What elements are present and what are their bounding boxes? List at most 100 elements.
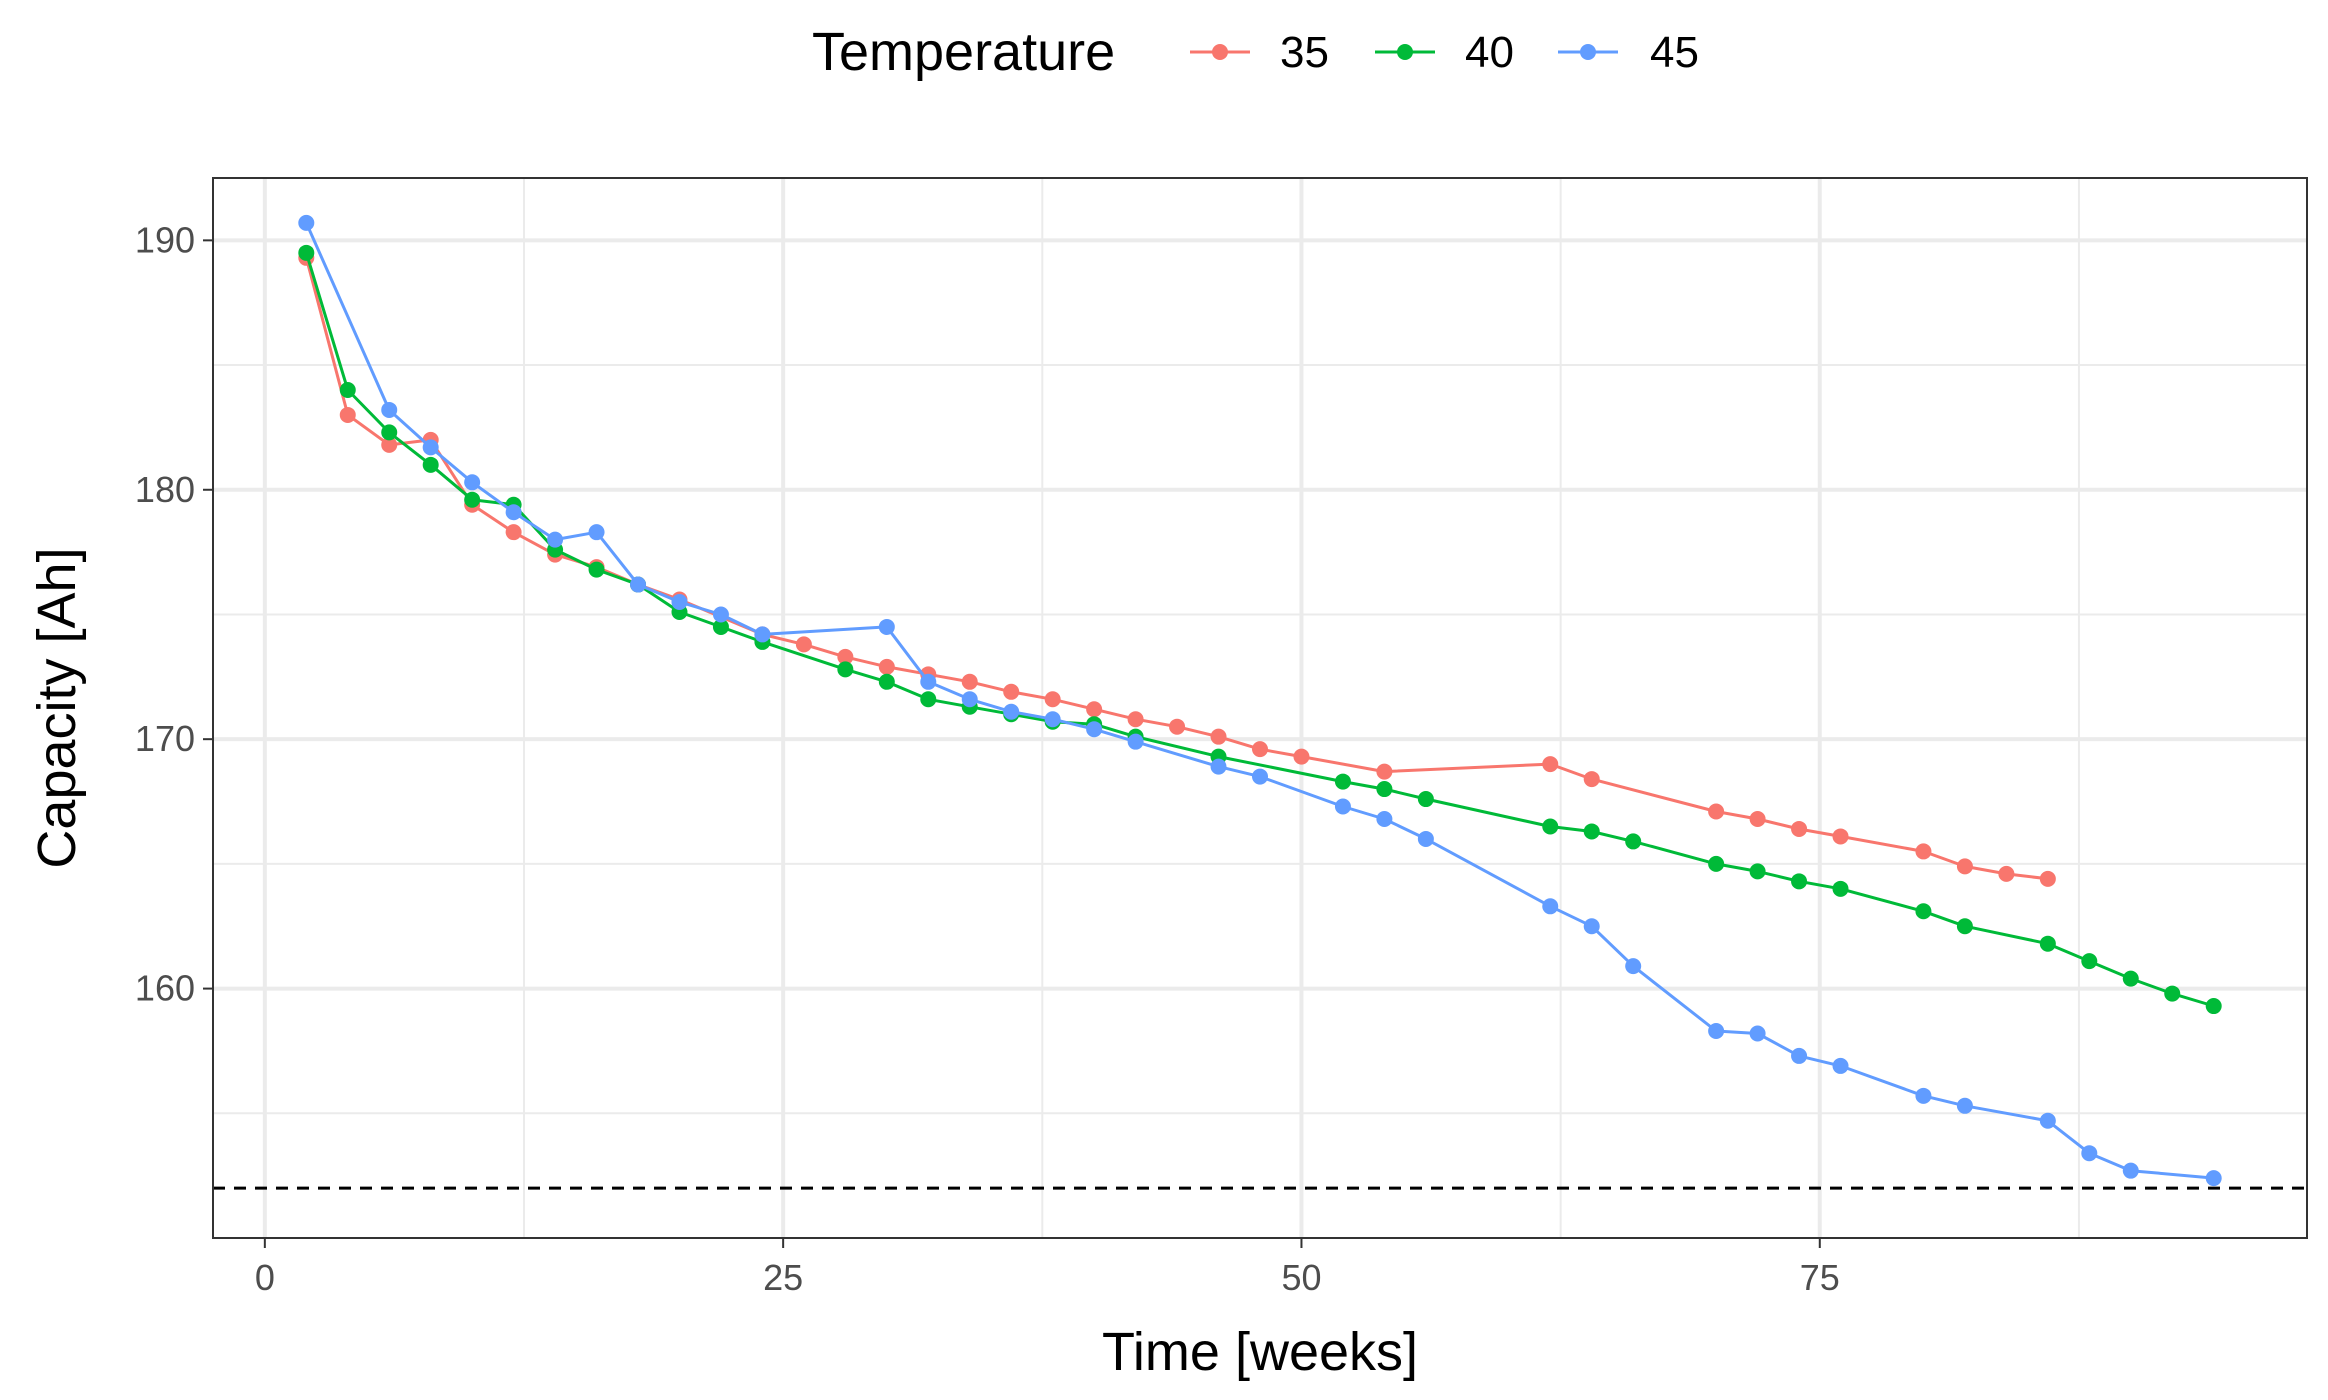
data-point-40	[2081, 953, 2098, 970]
data-point-45	[1583, 918, 1600, 935]
data-point-40	[2205, 998, 2222, 1015]
data-point-35	[961, 673, 978, 690]
data-point-35	[1252, 741, 1268, 758]
data-point-35	[381, 436, 398, 453]
data-point-40	[1583, 823, 1600, 840]
data-point-40	[339, 382, 356, 398]
data-point-35	[1169, 718, 1186, 735]
data-point-35	[1998, 865, 2015, 882]
legend-key-point-35	[1212, 44, 1228, 60]
y-tick-label: 180	[135, 469, 195, 510]
data-point-35	[1044, 691, 1061, 708]
data-point-35	[1708, 803, 1725, 820]
data-point-45	[1210, 758, 1227, 775]
data-point-40	[1625, 833, 1642, 850]
data-point-40	[464, 491, 481, 508]
legend-key-point-45	[1580, 44, 1596, 60]
data-point-45	[2081, 1145, 2098, 1162]
x-axis-title: Time [weeks]	[1102, 1322, 1418, 1382]
y-tick-label: 190	[135, 219, 195, 260]
data-point-35	[505, 524, 522, 541]
legend-key-point-40	[1397, 44, 1413, 60]
data-point-35	[1086, 701, 1103, 718]
series-layer	[298, 214, 2222, 1187]
data-point-45	[1542, 898, 1559, 915]
data-point-40	[422, 456, 439, 473]
legend-item-40: 40	[1375, 28, 1514, 77]
data-point-45	[588, 524, 605, 541]
data-point-35	[1583, 771, 1600, 788]
data-point-35	[339, 406, 356, 423]
data-point-45	[464, 474, 481, 491]
data-point-40	[1708, 855, 1725, 872]
plot-panel-border	[212, 177, 2308, 1239]
data-point-45	[1625, 958, 1642, 975]
x-tick-label: 0	[255, 1257, 275, 1298]
data-point-45	[671, 594, 688, 610]
series-40	[298, 244, 2222, 1015]
data-point-35	[795, 636, 812, 653]
data-point-40	[1956, 918, 1973, 935]
data-point-40	[588, 561, 605, 578]
y-axis-title: Capacity [Ah]	[27, 547, 87, 868]
data-point-45	[1417, 830, 1434, 847]
data-point-45	[1915, 1087, 1932, 1104]
data-point-45	[547, 531, 564, 548]
x-tick-label: 50	[1281, 1257, 1321, 1298]
data-point-45	[2039, 1112, 2056, 1129]
data-point-45	[630, 576, 647, 593]
data-point-35	[1293, 748, 1310, 765]
data-point-35	[1003, 683, 1020, 700]
data-point-40	[1915, 903, 1932, 920]
data-point-45	[1127, 733, 1144, 750]
data-point-45	[505, 504, 522, 521]
y-tick-label: 170	[135, 718, 195, 759]
legend: Temperature 35 40 45	[812, 22, 1699, 82]
x-tick-label: 75	[1800, 1257, 1840, 1298]
data-point-40	[2164, 985, 2181, 1002]
data-point-45	[422, 439, 439, 456]
data-point-45	[1376, 810, 1393, 827]
data-point-35	[2039, 870, 2056, 887]
data-point-35	[1791, 820, 1808, 837]
data-point-45	[1956, 1097, 1973, 1114]
data-point-40	[878, 673, 895, 690]
legend-label-35: 35	[1280, 28, 1329, 77]
data-point-45	[1708, 1022, 1725, 1039]
data-point-40	[1791, 873, 1808, 890]
data-point-45	[1832, 1057, 1849, 1074]
data-point-45	[1086, 721, 1103, 738]
data-point-45	[712, 606, 729, 623]
data-point-40	[381, 424, 398, 441]
legend-label-45: 45	[1650, 28, 1699, 77]
data-point-40	[298, 244, 315, 261]
data-point-45	[1334, 798, 1351, 815]
legend-item-35: 35	[1190, 28, 1329, 77]
data-point-40	[1334, 773, 1351, 790]
data-point-45	[2122, 1162, 2139, 1179]
data-point-35	[1832, 828, 1849, 845]
data-point-40	[1376, 781, 1393, 798]
data-point-40	[1749, 863, 1766, 880]
data-point-45	[298, 214, 315, 231]
grid	[213, 178, 2307, 1238]
data-point-40	[712, 618, 729, 635]
data-point-35	[1210, 728, 1227, 745]
data-point-45	[961, 691, 978, 708]
data-point-45	[754, 626, 771, 643]
data-point-35	[1127, 711, 1144, 728]
legend-title: Temperature	[812, 22, 1115, 82]
x-axis: 0 25 50 75	[255, 1238, 1840, 1298]
data-point-40	[1832, 880, 1849, 897]
data-point-45	[920, 673, 937, 690]
data-point-35	[1915, 843, 1932, 860]
legend-label-40: 40	[1465, 28, 1514, 77]
data-point-35	[1542, 756, 1559, 773]
plot-panel-background	[213, 178, 2307, 1238]
data-point-45	[1791, 1047, 1808, 1064]
data-point-45	[878, 618, 895, 635]
data-point-35	[1749, 810, 1766, 827]
legend-item-45: 45	[1558, 28, 1699, 77]
data-point-45	[1003, 703, 1020, 720]
